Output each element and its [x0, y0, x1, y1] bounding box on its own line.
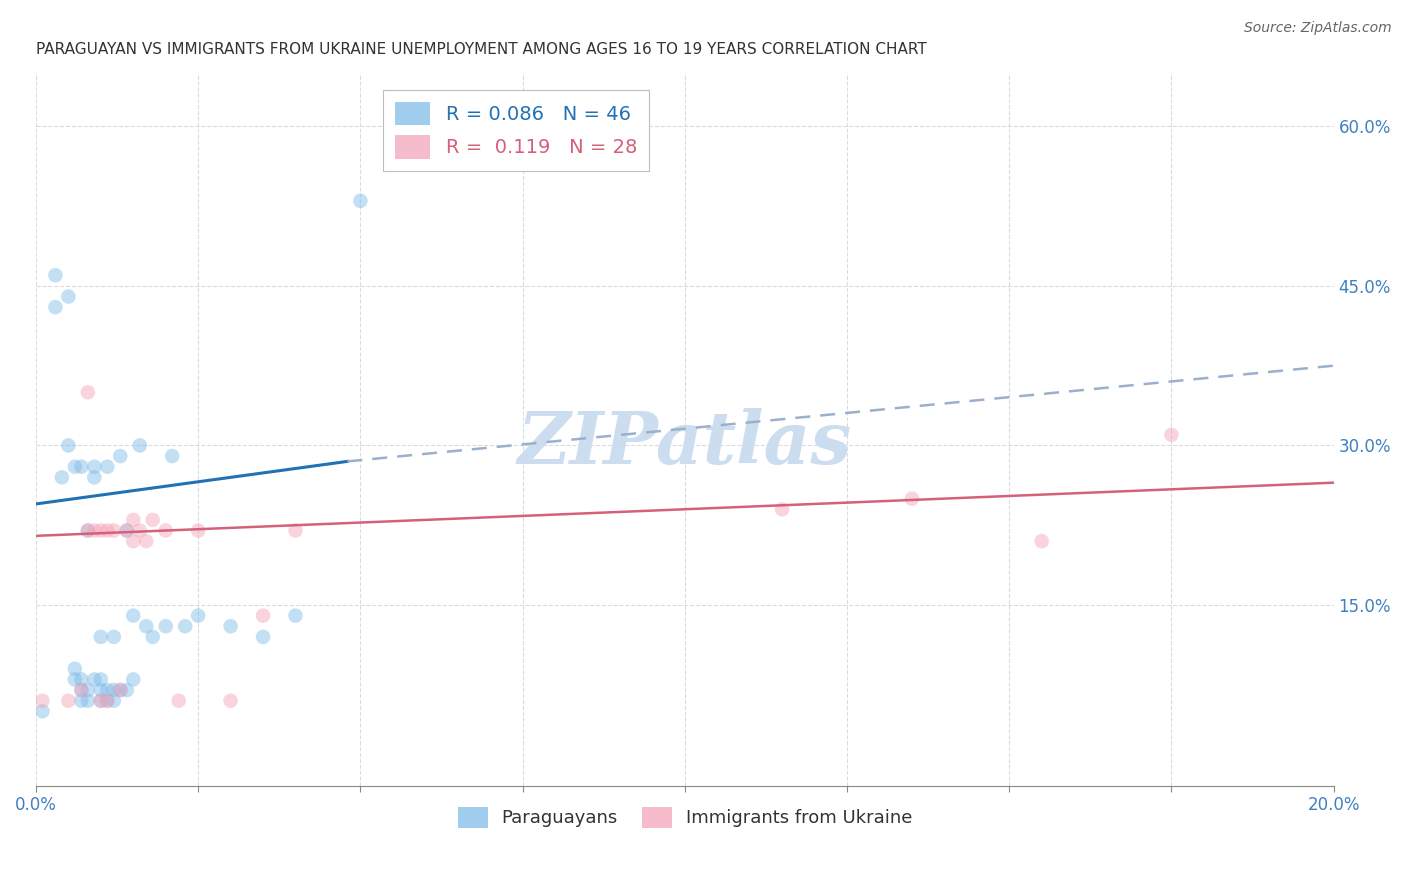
Point — [70, 683, 93, 698]
Point — [252, 608, 274, 623]
Point — [110, 449, 132, 463]
Point — [76, 385, 98, 400]
Point — [83, 470, 105, 484]
Point — [110, 683, 132, 698]
Point — [110, 683, 132, 698]
Point — [58, 694, 80, 708]
Point — [70, 694, 93, 708]
Point — [155, 619, 177, 633]
Point — [128, 438, 150, 452]
Point — [187, 524, 209, 538]
Point — [90, 673, 112, 687]
Point — [770, 502, 793, 516]
Point — [128, 524, 150, 538]
Point — [252, 630, 274, 644]
Point — [135, 534, 157, 549]
Point — [284, 608, 307, 623]
Point — [167, 694, 190, 708]
Point — [160, 449, 183, 463]
Point — [901, 491, 924, 506]
Point — [103, 694, 125, 708]
Point — [103, 630, 125, 644]
Point — [58, 438, 80, 452]
Point — [187, 608, 209, 623]
Point — [142, 630, 165, 644]
Point — [58, 289, 80, 303]
Point — [219, 619, 242, 633]
Point — [96, 524, 118, 538]
Point — [63, 673, 86, 687]
Point — [83, 459, 105, 474]
Point — [115, 683, 138, 698]
Text: Source: ZipAtlas.com: Source: ZipAtlas.com — [1244, 21, 1392, 35]
Point — [96, 683, 118, 698]
Point — [174, 619, 197, 633]
Text: PARAGUAYAN VS IMMIGRANTS FROM UKRAINE UNEMPLOYMENT AMONG AGES 16 TO 19 YEARS COR: PARAGUAYAN VS IMMIGRANTS FROM UKRAINE UN… — [37, 42, 927, 57]
Point — [284, 524, 307, 538]
Point — [96, 694, 118, 708]
Point — [76, 694, 98, 708]
Point — [103, 524, 125, 538]
Point — [122, 513, 145, 527]
Point — [96, 694, 118, 708]
Point — [219, 694, 242, 708]
Point — [1031, 534, 1053, 549]
Point — [44, 268, 66, 283]
Point — [115, 524, 138, 538]
Point — [31, 694, 53, 708]
Point — [70, 459, 93, 474]
Point — [90, 694, 112, 708]
Point — [90, 694, 112, 708]
Point — [63, 459, 86, 474]
Point — [76, 524, 98, 538]
Point — [44, 300, 66, 314]
Point — [70, 683, 93, 698]
Point — [83, 673, 105, 687]
Legend: Paraguayans, Immigrants from Ukraine: Paraguayans, Immigrants from Ukraine — [451, 801, 918, 834]
Point — [76, 683, 98, 698]
Point — [76, 524, 98, 538]
Point — [96, 459, 118, 474]
Point — [155, 524, 177, 538]
Point — [83, 524, 105, 538]
Point — [135, 619, 157, 633]
Point — [51, 470, 73, 484]
Point — [63, 662, 86, 676]
Point — [1160, 427, 1182, 442]
Text: ZIPatlas: ZIPatlas — [517, 409, 852, 479]
Point — [142, 513, 165, 527]
Point — [349, 194, 371, 208]
Point — [90, 630, 112, 644]
Point — [122, 534, 145, 549]
Point — [115, 524, 138, 538]
Point — [90, 524, 112, 538]
Point — [70, 673, 93, 687]
Point — [31, 704, 53, 718]
Point — [122, 673, 145, 687]
Point — [103, 683, 125, 698]
Point — [90, 683, 112, 698]
Point — [122, 608, 145, 623]
